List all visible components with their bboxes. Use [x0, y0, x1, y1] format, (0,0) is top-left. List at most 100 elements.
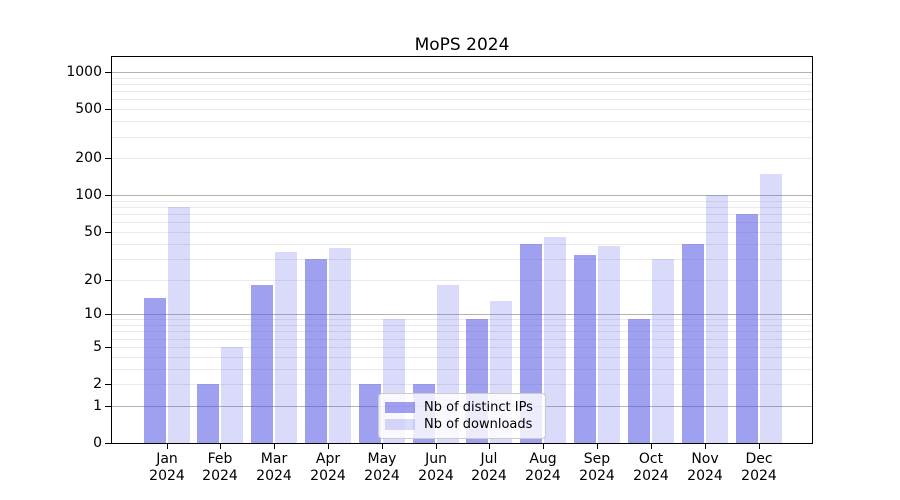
- bar-downloads-dec: [760, 173, 782, 443]
- legend-label-distinct-ips: Nb of distinct IPs: [424, 400, 533, 415]
- y-tick-mark-50: [105, 232, 111, 233]
- y-tick-mark-0: [105, 443, 111, 444]
- gridline-minor-y-50: [112, 232, 812, 233]
- x-tick-year: 2024: [310, 468, 346, 484]
- x-tick-label-jun: Jun 2024: [406, 451, 466, 485]
- plot-area: Nb of distinct IPs Nb of downloads: [111, 56, 813, 444]
- x-tick-year: 2024: [256, 468, 292, 484]
- y-tick-mark-1: [105, 406, 111, 407]
- x-tick-month: Aug: [529, 451, 557, 467]
- x-tick-mark-nov: [705, 444, 706, 449]
- x-tick-year: 2024: [364, 468, 400, 484]
- gridline-minor-y-600: [112, 99, 812, 100]
- x-tick-year: 2024: [418, 468, 454, 484]
- gridline-minor-y-60: [112, 222, 812, 223]
- x-tick-mark-sep: [597, 444, 598, 449]
- bar-distinct-ips-jan: [144, 297, 166, 443]
- x-tick-mark-jul: [489, 444, 490, 449]
- legend: Nb of distinct IPs Nb of downloads: [378, 393, 546, 439]
- y-tick-label-0: 0: [93, 435, 102, 451]
- x-tick-mark-aug: [543, 444, 544, 449]
- bar-downloads-nov: [706, 195, 728, 443]
- x-tick-mark-jan: [167, 444, 168, 449]
- x-tick-month: Jun: [425, 451, 447, 467]
- x-tick-label-apr: Apr 2024: [298, 451, 358, 485]
- bar-distinct-ips-nov: [682, 243, 704, 443]
- gridline-minor-y-900: [112, 78, 812, 79]
- y-tick-label-20: 20: [84, 272, 102, 288]
- x-tick-label-nov: Nov 2024: [675, 451, 735, 485]
- y-tick-label-1: 1: [93, 398, 102, 414]
- gridline-minor-y-9: [112, 319, 812, 320]
- x-tick-year: 2024: [525, 468, 561, 484]
- chart-title: MoPS 2024: [414, 35, 510, 55]
- gridline-minor-y-90: [112, 201, 812, 202]
- bar-downloads-oct: [652, 258, 674, 443]
- x-tick-label-jan: Jan 2024: [137, 451, 197, 485]
- gridline-minor-y-5: [112, 347, 812, 348]
- gridline-major-y-10: [112, 314, 812, 315]
- gridline-minor-y-700: [112, 91, 812, 92]
- x-tick-month: Apr: [315, 451, 341, 467]
- gridline-minor-y-300: [112, 137, 812, 138]
- y-tick-label-5: 5: [93, 339, 102, 355]
- x-tick-month: Mar: [260, 451, 288, 467]
- x-tick-year: 2024: [202, 468, 238, 484]
- y-tick-label-1000: 1000: [66, 64, 102, 80]
- legend-item-distinct-ips: Nb of distinct IPs: [385, 399, 545, 416]
- gridline-minor-y-200: [112, 158, 812, 159]
- gridline-minor-y-30: [112, 259, 812, 260]
- gridline-minor-y-400: [112, 121, 812, 122]
- x-tick-month: May: [367, 451, 397, 467]
- bar-distinct-ips-sep: [574, 255, 596, 443]
- x-tick-mark-may: [382, 444, 383, 449]
- x-tick-mark-feb: [220, 444, 221, 449]
- x-tick-month: Dec: [745, 451, 773, 467]
- x-tick-label-feb: Feb 2024: [190, 451, 250, 485]
- y-tick-label-50: 50: [84, 224, 102, 240]
- legend-item-downloads: Nb of downloads: [385, 416, 545, 433]
- x-tick-month: Nov: [691, 451, 719, 467]
- bar-distinct-ips-apr: [305, 258, 327, 443]
- bar-downloads-sep: [598, 246, 620, 443]
- x-tick-month: Oct: [638, 451, 664, 467]
- bar-downloads-feb: [221, 346, 243, 443]
- bar-downloads-aug: [544, 237, 566, 443]
- gridline-minor-y-2: [112, 384, 812, 385]
- x-tick-mark-dec: [759, 444, 760, 449]
- gridline-minor-y-80: [112, 207, 812, 208]
- x-tick-label-oct: Oct 2024: [621, 451, 681, 485]
- x-tick-mark-apr: [328, 444, 329, 449]
- x-tick-month: Feb: [207, 451, 233, 467]
- x-tick-month: Jan: [156, 451, 178, 467]
- x-tick-year: 2024: [741, 468, 777, 484]
- bar-downloads-apr: [329, 247, 351, 443]
- y-tick-mark-200: [105, 158, 111, 159]
- gridline-minor-y-7: [112, 331, 812, 332]
- gridline-minor-y-20: [112, 280, 812, 281]
- gridline-minor-y-40: [112, 244, 812, 245]
- y-tick-label-100: 100: [75, 187, 102, 203]
- x-tick-label-aug: Aug 2024: [513, 451, 573, 485]
- y-tick-mark-10: [105, 314, 111, 315]
- gridline-minor-y-70: [112, 214, 812, 215]
- x-tick-mark-jun: [436, 444, 437, 449]
- y-tick-mark-2: [105, 384, 111, 385]
- x-tick-label-dec: Dec 2024: [729, 451, 789, 485]
- x-tick-year: 2024: [633, 468, 669, 484]
- x-tick-year: 2024: [471, 468, 507, 484]
- gridline-major-y-100: [112, 195, 812, 196]
- y-tick-mark-20: [105, 280, 111, 281]
- gridline-minor-y-8: [112, 325, 812, 326]
- bar-downloads-jan: [168, 207, 190, 443]
- gridline-major-y-1000: [112, 72, 812, 73]
- gridline-minor-y-500: [112, 109, 812, 110]
- bar-downloads-mar: [275, 252, 297, 443]
- bar-distinct-ips-may: [359, 384, 381, 443]
- bar-distinct-ips-mar: [251, 284, 273, 443]
- legend-swatch-downloads: [385, 419, 415, 430]
- y-tick-label-200: 200: [75, 150, 102, 166]
- bar-distinct-ips-feb: [197, 384, 219, 443]
- legend-label-downloads: Nb of downloads: [424, 417, 533, 432]
